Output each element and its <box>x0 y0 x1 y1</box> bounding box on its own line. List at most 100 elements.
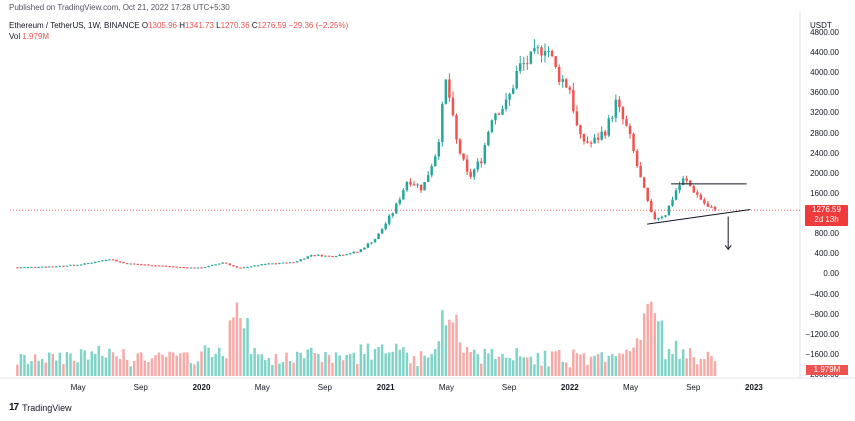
candle-body <box>256 265 260 267</box>
volume-bar <box>83 350 86 376</box>
volume-bar <box>115 356 118 376</box>
candle-body <box>618 99 621 108</box>
candle-body <box>79 264 83 266</box>
candle-body <box>395 203 398 214</box>
volume-bar <box>444 325 448 376</box>
candle-body <box>561 79 564 82</box>
volume-bar <box>125 359 129 376</box>
candle-body <box>228 263 232 266</box>
candle-body <box>494 113 497 121</box>
volume-bar <box>44 362 47 376</box>
candle-body <box>426 175 430 182</box>
candle-body <box>338 254 341 257</box>
volume-bar <box>501 353 504 376</box>
low-value: 1270.36 <box>220 21 250 30</box>
candle-body <box>83 263 86 265</box>
arrow-head-icon <box>724 244 732 251</box>
candle-body <box>391 213 394 216</box>
tradingview-footer[interactable]: 17 TradingView <box>9 402 72 413</box>
candle-body <box>104 260 108 262</box>
candle-body <box>444 79 448 104</box>
candle-body <box>472 169 476 177</box>
volume-bar <box>572 349 575 376</box>
volume-bar <box>302 358 306 376</box>
volume-bar <box>203 345 207 376</box>
volume-bar <box>611 354 614 376</box>
candle-body <box>97 261 101 263</box>
close-value: 1276.59 <box>257 21 287 30</box>
volume-bar <box>515 347 518 376</box>
volume-bar <box>228 320 232 376</box>
candle-body <box>274 263 278 265</box>
volume-bar <box>639 339 642 376</box>
volume-bar <box>713 361 717 376</box>
volume-bar <box>384 353 387 376</box>
volume-bar <box>334 352 338 376</box>
y-tick-label: −1200.00 <box>805 329 839 339</box>
candle-body <box>345 254 348 256</box>
candle-body <box>703 199 706 204</box>
candle-body <box>713 206 717 210</box>
candle-body <box>377 233 380 240</box>
volume-bar <box>430 354 433 376</box>
volume-bar <box>458 342 462 376</box>
volume-bar <box>253 348 256 376</box>
candle-body <box>125 263 129 265</box>
volume-bar <box>221 356 225 376</box>
candle-body <box>115 259 118 262</box>
volume-bar <box>476 354 479 376</box>
volume-bar <box>565 362 568 376</box>
candle-body <box>657 217 660 220</box>
candle-body <box>678 185 681 191</box>
candle-body <box>448 79 451 98</box>
candle-body <box>380 229 384 234</box>
x-tick-label: May <box>438 383 454 392</box>
volume-bar <box>497 356 501 376</box>
volume-bar <box>402 347 405 376</box>
close-label: C <box>251 21 258 30</box>
candle-body <box>586 141 589 143</box>
candle-body <box>536 47 540 49</box>
candle-body <box>278 263 281 265</box>
candle-body <box>579 125 582 135</box>
volume-bar <box>391 351 394 376</box>
volume-bar <box>104 357 108 376</box>
candle-body <box>33 266 37 268</box>
high-value: 1341.73 <box>184 21 214 30</box>
candle-body <box>671 199 674 206</box>
volume-bar <box>214 353 217 376</box>
volume-bar <box>494 359 497 376</box>
candle-body <box>40 266 44 268</box>
volume-bar <box>490 348 494 376</box>
candle-body <box>533 48 536 52</box>
change-value: −29.36 (−2.25%) <box>288 21 349 30</box>
volume-bar <box>164 356 168 376</box>
candle-body <box>217 263 221 265</box>
candle-body <box>416 184 419 186</box>
volume-bar <box>575 353 579 376</box>
volume-bar <box>118 358 122 376</box>
candle-body <box>72 264 76 266</box>
volume-bar <box>338 355 341 376</box>
brand-name: TradingView <box>22 402 72 413</box>
candle-body <box>621 107 625 120</box>
candle-body <box>161 265 164 267</box>
volume-bar <box>295 351 299 376</box>
volume-tag: 1.979M <box>806 365 848 375</box>
x-tick-label: 2021 <box>376 383 395 392</box>
y-tick-label: 2800.00 <box>810 128 839 138</box>
x-tick-label: May <box>254 383 270 392</box>
volume-bar <box>235 302 239 376</box>
volume-bar <box>260 354 263 376</box>
y-tick-label: −800.00 <box>809 309 839 319</box>
volume-bar <box>370 359 373 376</box>
volume-bar <box>327 354 331 376</box>
last-price-tag: 1276.59 2d 13h <box>805 205 848 226</box>
volume-bar <box>246 317 249 376</box>
candle-body <box>242 267 246 269</box>
candle-body <box>186 267 189 269</box>
volume-bar <box>363 354 366 376</box>
high-label: H <box>179 21 185 30</box>
candle-body <box>639 166 642 178</box>
